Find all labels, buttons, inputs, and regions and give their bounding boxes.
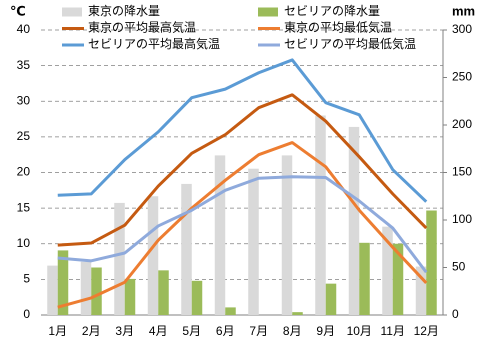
x-tick-label: 8月 [283, 324, 302, 338]
bar [181, 183, 192, 315]
bar [47, 265, 58, 315]
y-tick-label: 40 [17, 22, 31, 36]
line [57, 141, 428, 309]
bar [348, 126, 360, 316]
y2-tick-label: 0 [452, 307, 459, 321]
bar [426, 210, 437, 315]
legend-label: セビリアの降水量 [284, 4, 380, 18]
bar [124, 278, 136, 315]
bar [147, 196, 159, 315]
legend-label: 東京の降水量 [88, 4, 160, 18]
legend-swatch [258, 7, 278, 17]
x-tick-label: 4月 [149, 324, 168, 338]
x-tick-label: 5月 [182, 324, 201, 338]
bar [281, 155, 293, 315]
y2-tick-label: 250 [452, 70, 472, 84]
y2-tick-label: 200 [452, 117, 472, 131]
bar [392, 243, 404, 315]
y-tick-label: 35 [17, 58, 31, 72]
legend-label: 東京の平均最低気温 [284, 20, 392, 35]
line [57, 175, 428, 274]
x-tick-label: 2月 [82, 324, 101, 338]
y2-axis-unit: mm [452, 3, 475, 18]
x-tick-label: 1月 [48, 324, 67, 338]
bar [315, 115, 326, 315]
x-tick-label: 7月 [249, 324, 268, 338]
x-tick-label: 10月 [347, 324, 372, 338]
y-tick-label: 5 [23, 272, 30, 286]
bar [382, 226, 393, 315]
bar [57, 250, 69, 315]
y-tick-label: 15 [17, 200, 31, 214]
y-tick-label: 25 [17, 129, 31, 143]
legend-label: セビリアの平均最低気温 [284, 36, 416, 51]
bar [158, 270, 169, 315]
bar [191, 280, 203, 315]
x-tick-label: 3月 [115, 324, 134, 338]
y2-tick-label: 300 [452, 22, 472, 36]
x-tick-label: 11月 [381, 324, 405, 338]
y-tick-label: 0 [23, 307, 30, 321]
y-tick-label: 20 [17, 165, 31, 179]
bar [80, 261, 92, 315]
x-tick-label: 9月 [316, 324, 335, 338]
y2-tick-label: 100 [452, 212, 472, 226]
bar [214, 155, 226, 315]
bar [359, 242, 370, 315]
y-tick-label: 30 [17, 93, 31, 107]
legend-swatch [62, 7, 82, 17]
y-tick-label: 10 [17, 236, 31, 250]
y2-tick-label: 50 [452, 260, 466, 274]
bar [292, 312, 303, 315]
x-tick-label: 12月 [414, 324, 439, 338]
bar [415, 266, 427, 315]
y-axis-unit: ℃ [10, 3, 26, 18]
bar [91, 267, 102, 315]
x-tick-label: 6月 [216, 324, 235, 338]
legend-label: 東京の平均最高気温 [88, 20, 196, 35]
bar [225, 307, 236, 315]
legend-label: セビリアの平均最高気温 [88, 36, 220, 51]
bar [114, 202, 125, 315]
line [57, 93, 428, 247]
bar [325, 283, 337, 315]
bar [248, 168, 259, 315]
y2-tick-label: 150 [452, 165, 472, 179]
line [57, 58, 428, 203]
